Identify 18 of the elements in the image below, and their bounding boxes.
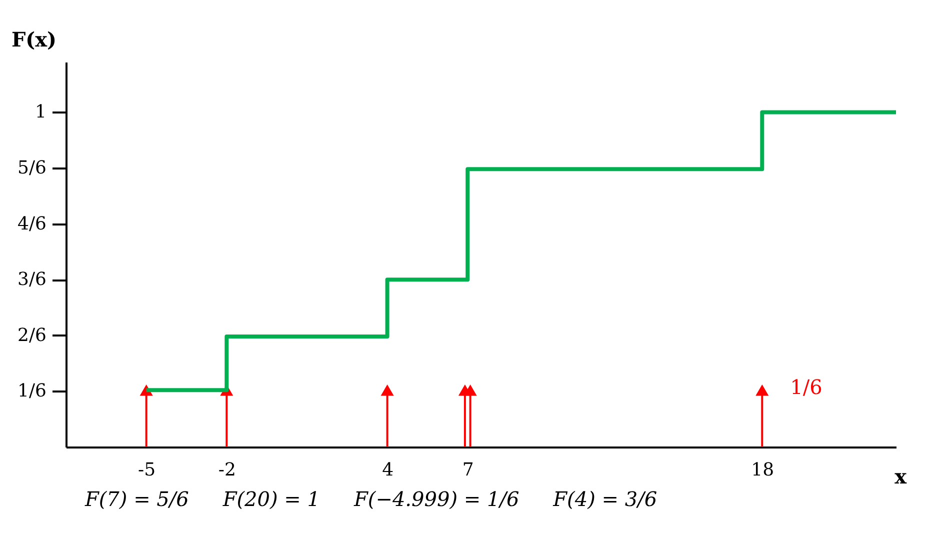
x-tick-label: -5 (138, 460, 156, 480)
x-tick-label: 4 (382, 460, 394, 480)
text: F(−4.999) = 1/6 (354, 487, 520, 511)
y-tick-label: 3/6 (18, 269, 46, 290)
y-tick-label: 1/6 (18, 380, 46, 402)
y-tick-label: 1 (35, 102, 46, 123)
x-tick-label: 7 (462, 460, 474, 480)
x-tick-label: -2 (218, 460, 236, 480)
y-axis-title: F(x) (11, 28, 56, 52)
text: F(4) = 3/6 (553, 487, 658, 511)
text: F(20) = 1 (222, 487, 320, 511)
x-tick-label: 18 (751, 460, 774, 480)
annotation: 1/6 (790, 375, 822, 400)
y-tick-label: 4/6 (18, 213, 46, 234)
x-axis-title: x (894, 464, 908, 488)
y-tick-label: 2/6 (18, 324, 46, 346)
text: F(7) = 5/6 (85, 487, 189, 511)
y-tick-label: 5/6 (18, 158, 46, 179)
